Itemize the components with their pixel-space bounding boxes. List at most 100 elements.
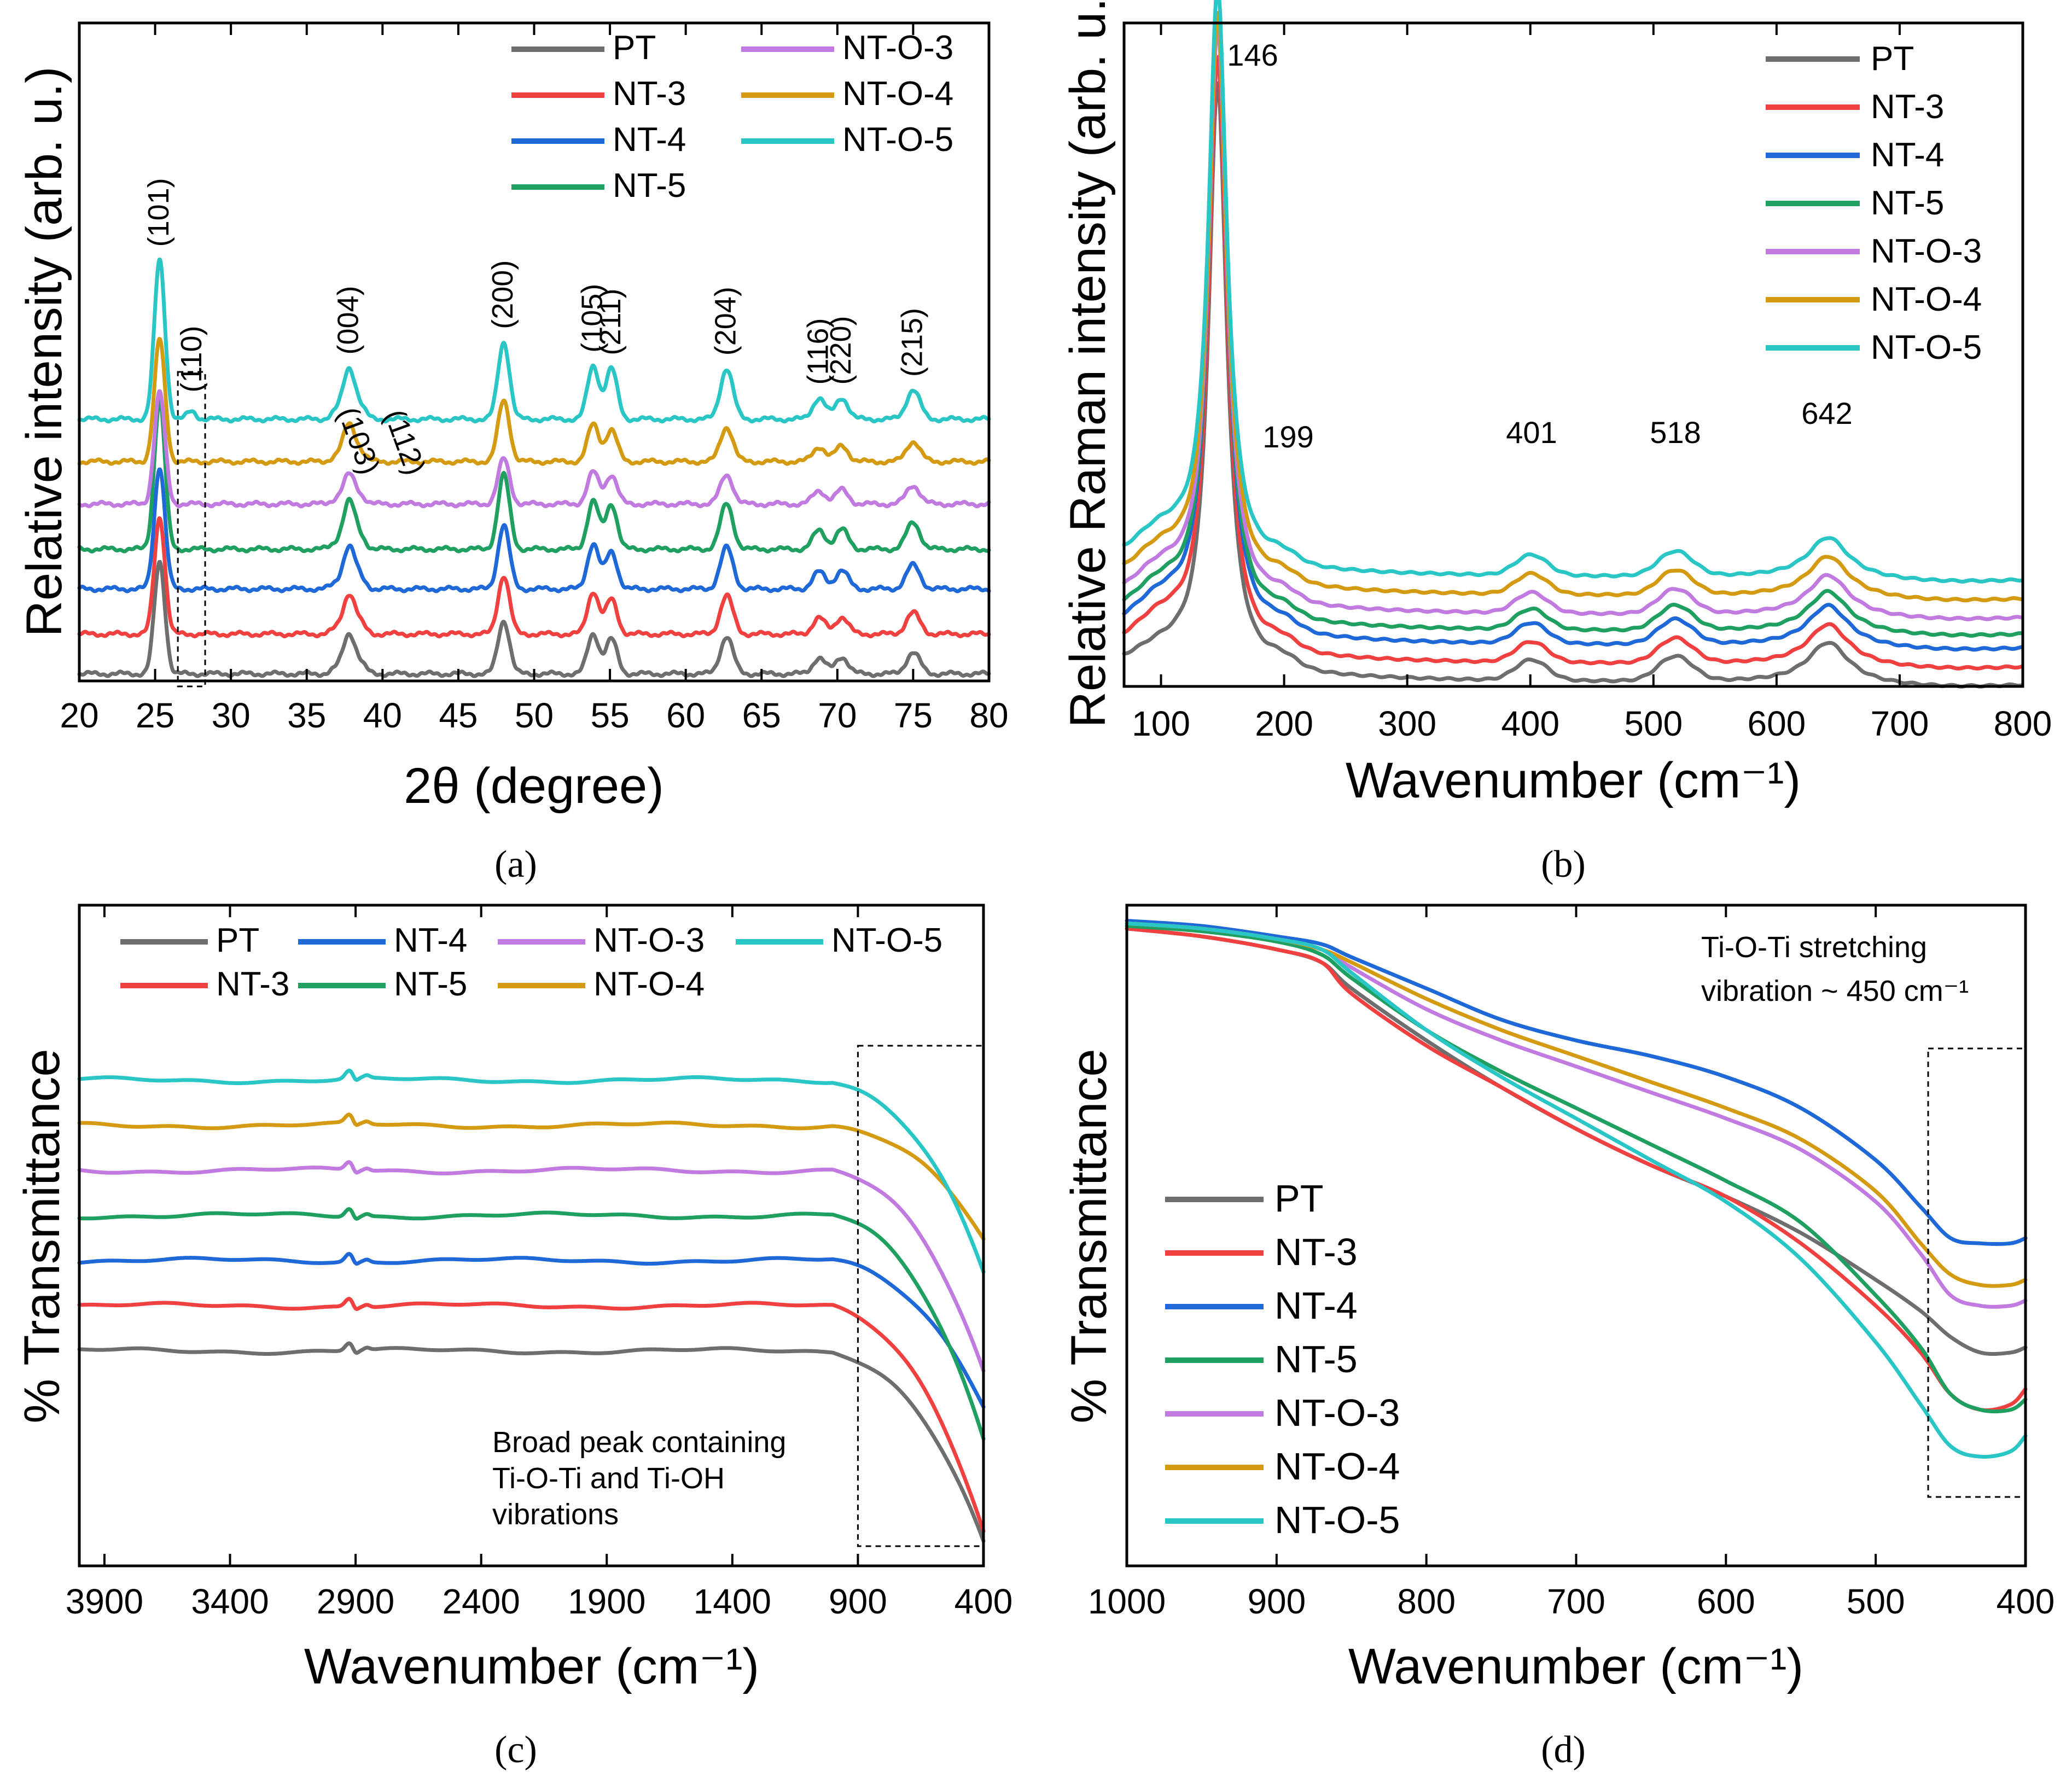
- panel-b-legend-label-nt-3: NT-3: [1871, 88, 1944, 126]
- panel-c-legend-label-pt: PT: [216, 922, 259, 959]
- panel-a-legend-label-nt-4: NT-4: [613, 121, 686, 159]
- panel-a-peak-label-211: (211): [594, 289, 627, 356]
- panel-d-xtick-label-700: 700: [1547, 1582, 1605, 1621]
- panel-a-xtick-label-80: 80: [969, 696, 1008, 735]
- panel-b-series-nt-5: [1122, 23, 2024, 638]
- panel-a-x-axis: 20 25 30 35 40 45 50 55 60 65 70 75 80: [60, 23, 1009, 735]
- panel-a-legend-label-nt-o-5: NT-O-5: [842, 121, 953, 159]
- panel-d-legend-label-nt-o-5: NT-O-5: [1274, 1499, 1400, 1541]
- panel-c-legend-label-nt-3: NT-3: [216, 965, 289, 1003]
- panel-a-xtick-label-40: 40: [363, 696, 402, 735]
- panel-b-caption: (b): [1541, 843, 1586, 885]
- panel-a-highlight-box: [177, 371, 206, 687]
- panel-b-legend-label-nt-o-4: NT-O-4: [1871, 281, 1982, 318]
- panel-c-xtick-label-1400: 1400: [694, 1582, 771, 1621]
- panel-c-xtick-label-400: 400: [954, 1582, 1013, 1621]
- panel-b-xtick-label-200: 200: [1255, 704, 1313, 743]
- panel-d-y-axis-title: % Transmittance: [1061, 1048, 1117, 1423]
- panel-d-legend-label-pt: PT: [1274, 1177, 1323, 1220]
- panel-b-peak-label-146: 146: [1227, 38, 1278, 72]
- panel-c-series-nt-o-4: [77, 1112, 986, 1241]
- panel-d-xtick-label-800: 800: [1397, 1582, 1456, 1621]
- panel-d-legend-label-nt-5: NT-5: [1274, 1338, 1358, 1380]
- panel-c-legend-label-nt-5: NT-5: [394, 965, 467, 1003]
- panel-b-peak-label-401: 401: [1506, 415, 1557, 450]
- panel-c-note-line-3: vibrations: [492, 1498, 619, 1531]
- panel-c-frame: [78, 904, 985, 1568]
- panel-b-series-nt-o-4: [1122, 10, 2024, 603]
- panel-b-legend-label-nt-4: NT-4: [1871, 136, 1944, 174]
- panel-a-xtick-label-75: 75: [894, 696, 933, 735]
- panel-d-series-nt-5: [1125, 924, 2028, 1414]
- panel-b-legend-label-nt-5: NT-5: [1871, 184, 1944, 222]
- panel-a-legend-label-nt-o-3: NT-O-3: [842, 29, 953, 67]
- panel-b-series-nt-o-3: [1122, 22, 2024, 621]
- panel-d-series-group: [1125, 919, 2028, 1459]
- panel-b-series-group: [1122, 0, 2024, 689]
- panel-b-xtick-label-600: 600: [1747, 704, 1806, 743]
- panel-a-series-nt-5: [77, 399, 991, 553]
- panel-b-raman-chart: 146 199 401 518 642 100 200 300 400 500 600 700 800…: [1060, 0, 2052, 885]
- panel-a-xtick-label-30: 30: [212, 696, 251, 735]
- panel-c-series-nt-o-3: [77, 1160, 986, 1373]
- panel-a-xtick-label-70: 70: [818, 696, 857, 735]
- panel-b-series-nt-3: [1122, 55, 2024, 671]
- panel-b-xtick-label-800: 800: [1994, 704, 2052, 743]
- panel-c-highlight-box: [857, 1045, 985, 1547]
- panel-c-xtick-label-3400: 3400: [191, 1582, 269, 1621]
- panel-a-peak-label-200: (200): [486, 260, 519, 329]
- panel-d-caption: (d): [1541, 1729, 1586, 1771]
- panel-c-legend-label-nt-o-4: NT-O-4: [593, 965, 705, 1003]
- panel-b-peak-label-642: 642: [1801, 396, 1852, 430]
- panel-d-note: Ti-O-Ti stretching vibration ~ 450 cm⁻¹: [1701, 931, 1969, 1007]
- panel-c-extras: [857, 1045, 985, 1547]
- panel-b-peak-label-518: 518: [1650, 415, 1701, 450]
- panel-c-series-nt-5: [77, 1207, 986, 1441]
- panel-c-series-nt-4: [77, 1251, 986, 1409]
- panel-d-extras: [1927, 1047, 2027, 1498]
- panel-b-legend-label-nt-o-3: NT-O-3: [1871, 232, 1982, 270]
- panel-d-xtick-label-900: 900: [1247, 1582, 1306, 1621]
- panel-a-legend-label-pt: PT: [613, 29, 656, 67]
- panel-c-series-pt: [77, 1341, 986, 1543]
- panel-b-xtick-label-100: 100: [1132, 704, 1190, 743]
- panel-a-series-nt-o-4: [77, 337, 991, 466]
- panel-b-xtick-label-700: 700: [1871, 704, 1929, 743]
- panel-c-caption: (c): [494, 1729, 537, 1771]
- panel-c-xtick-label-1900: 1900: [568, 1582, 645, 1621]
- panel-d-legend-label-nt-o-3: NT-O-3: [1274, 1391, 1400, 1434]
- panel-b-xtick-label-500: 500: [1624, 704, 1683, 743]
- panel-a-xrd-chart: (101)(110)(103)(004)(112)(200) (105)(211)…: [16, 21, 1009, 885]
- panel-a-series-group: [77, 257, 991, 678]
- panel-b-legend: PT NT-3 NT-4 NT-5 NT-O-3 NT-O-4 NT-O-5: [1766, 40, 1982, 366]
- panel-b-extras: 146 199 401 518 642: [1227, 38, 1852, 454]
- panel-d-x-axis: 1000 900 800 700 600 500 400: [1088, 905, 2054, 1621]
- panel-a-extras: (101)(110)(103)(004)(112)(200) (105)(211)…: [142, 178, 928, 687]
- panel-c-ftir-chart: 3900 3400 2900 2400 1900 1400 900 400 Wavenumbe…: [14, 904, 1013, 1771]
- panel-a-xtick-label-25: 25: [136, 696, 174, 735]
- panel-a-peak-label-101: (101): [142, 178, 175, 247]
- panel-a-peak-label-105: (105): [576, 284, 609, 353]
- panel-b-x-axis-title: Wavenumber (cm⁻¹): [1346, 753, 1801, 808]
- panel-d-legend-label-nt-3: NT-3: [1274, 1231, 1358, 1273]
- panel-c-legend-label-nt-o-3: NT-O-3: [593, 922, 705, 959]
- panel-a-peak-label-004: (004): [331, 285, 364, 354]
- panel-d-legend: PT NT-3 NT-4 NT-5 NT-O-3 NT-O-4 NT-O-5: [1165, 1177, 1400, 1541]
- panel-d-xtick-label-500: 500: [1847, 1582, 1905, 1621]
- panel-a-peak-label-220: (220): [824, 316, 857, 384]
- panel-a-legend-label-nt-3: NT-3: [613, 75, 686, 113]
- panel-a-series-nt-o-3: [77, 389, 991, 509]
- panel-a-series-nt-3: [77, 516, 991, 639]
- panel-b-frame: [1122, 21, 2024, 688]
- panel-a-xtick-label-55: 55: [590, 696, 629, 735]
- panel-b-xtick-label-400: 400: [1501, 704, 1559, 743]
- panel-a-x-axis-title: 2θ (degree): [404, 758, 664, 814]
- panel-c-legend: PT NT-3 NT-4 NT-5 NT-O-3 NT-O-4 NT-O-5: [120, 922, 942, 1003]
- panel-a-legend: PT NT-3 NT-4 NT-5 NT-O-3 NT-O-4 NT-O-5: [511, 29, 953, 205]
- panel-a-peak-label-110: (110): [175, 326, 208, 393]
- panel-a-xtick-label-20: 20: [60, 696, 98, 735]
- panel-c-legend-label-nt-4: NT-4: [394, 922, 467, 959]
- panel-c-x-axis: 3900 3400 2900 2400 1900 1400 900 400: [66, 905, 1013, 1621]
- panel-a-xtick-label-60: 60: [666, 696, 705, 735]
